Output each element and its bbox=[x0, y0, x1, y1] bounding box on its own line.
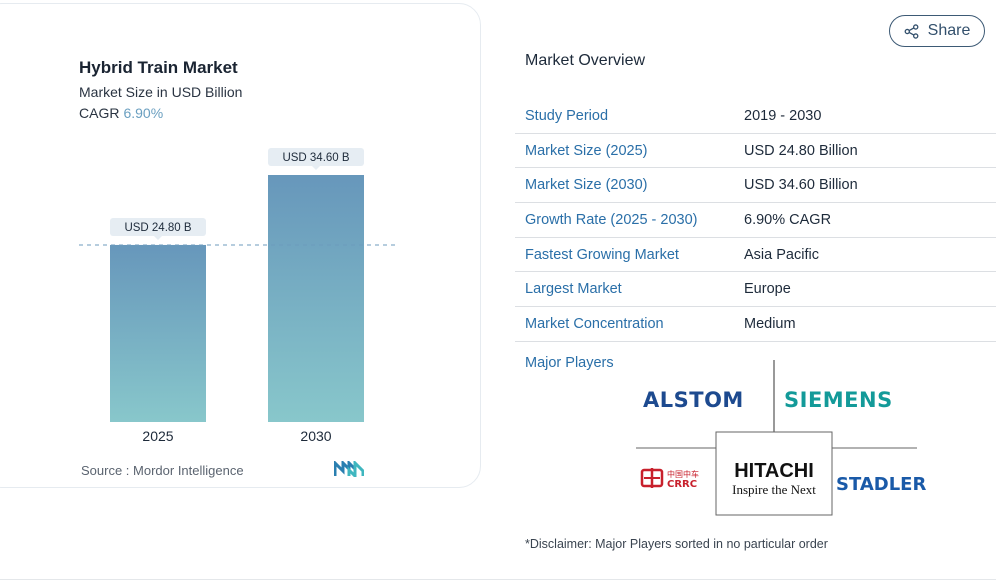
data-label-bg bbox=[268, 148, 364, 166]
overview-row: Largest Market Europe bbox=[515, 272, 996, 308]
x-tick-label: 2030 bbox=[300, 428, 331, 444]
overview-table: Study Period 2019 - 2030 Market Size (2025… bbox=[515, 99, 996, 342]
bottom-divider bbox=[0, 579, 996, 580]
overview-row-value: USD 24.80 Billion bbox=[744, 142, 858, 159]
stadler-logo: STADLER bbox=[836, 474, 926, 495]
share-icon bbox=[904, 23, 919, 39]
overview-row-value: Medium bbox=[744, 315, 796, 332]
crrc-logo: 中国中车 CRRC bbox=[640, 468, 699, 490]
siemens-logo: SIEMENS bbox=[784, 388, 893, 412]
data-label-bg bbox=[110, 217, 206, 236]
svg-text:ALSTOM: ALSTOM bbox=[643, 388, 744, 412]
bar-2025 bbox=[110, 244, 206, 422]
overview-row-value: 2019 - 2030 bbox=[744, 107, 822, 124]
overview-row-label: Fastest Growing Market bbox=[525, 246, 679, 263]
overview-row: Study Period 2019 - 2030 bbox=[515, 99, 996, 134]
overview-row-label: Largest Market bbox=[525, 281, 622, 298]
major-players-title: Major Players bbox=[525, 355, 614, 371]
overview-row-label: Study Period bbox=[525, 107, 609, 124]
overview-row: Market Size (2025) USD 24.80 Billion bbox=[515, 134, 996, 169]
bar-2030 bbox=[268, 175, 364, 422]
svg-text:SIEMENS: SIEMENS bbox=[784, 388, 893, 412]
svg-text:中国中车: 中国中车 bbox=[667, 469, 699, 479]
overview-row: Fastest Growing Market Asia Pacific bbox=[515, 238, 996, 273]
overview-row: Market Size (2030) USD 34.60 Billion bbox=[515, 168, 996, 204]
overview-title: Market Overview bbox=[525, 52, 646, 69]
cagr-value: 6.90% bbox=[123, 105, 164, 121]
share-label: Share bbox=[927, 22, 971, 39]
overview-row: Market Concentration Medium bbox=[515, 307, 996, 342]
disclaimer: *Disclaimer: Major Players sorted in no … bbox=[525, 537, 828, 551]
chart-cagr: CAGR 6.90% bbox=[79, 105, 163, 121]
chart-subtitle: Market Size in USD Billion bbox=[79, 84, 243, 100]
data-label: USD 34.60 B bbox=[282, 152, 349, 164]
data-label: USD 24.80 B bbox=[124, 222, 191, 234]
overview-row-value: 6.90% CAGR bbox=[744, 211, 832, 228]
overview-row-label: Market Size (2030) bbox=[525, 177, 648, 194]
chart-title: Hybrid Train Market bbox=[79, 58, 238, 77]
alstom-logo: ALSTOM bbox=[643, 388, 744, 412]
svg-text:CRRC: CRRC bbox=[667, 479, 697, 490]
mordor-logo-icon bbox=[334, 461, 364, 477]
svg-text:Inspire the Next: Inspire the Next bbox=[732, 482, 816, 497]
overview-row-label: Market Concentration bbox=[525, 315, 664, 332]
overview-row-value: USD 34.60 Billion bbox=[744, 177, 858, 194]
data-label-pointer bbox=[154, 235, 162, 240]
chart-source: Source : Mordor Intelligence bbox=[81, 463, 244, 478]
overview-row-label: Market Size (2025) bbox=[525, 142, 648, 159]
overview-row-value: Asia Pacific bbox=[744, 246, 819, 263]
overview-row: Growth Rate (2025 - 2030) 6.90% CAGR bbox=[515, 203, 996, 238]
x-tick-label: 2025 bbox=[142, 428, 173, 444]
svg-text:HITACHI: HITACHI bbox=[734, 460, 814, 482]
svg-text:STADLER: STADLER bbox=[836, 474, 926, 495]
overview-row-value: Europe bbox=[744, 281, 791, 298]
cagr-label: CAGR bbox=[79, 105, 120, 121]
chart-card bbox=[0, 3, 481, 488]
bar-chart: USD 24.80 B 2025 USD 34.60 B 2030 bbox=[79, 148, 398, 444]
hitachi-logo: HITACHI Inspire the Next bbox=[732, 460, 816, 497]
share-button[interactable]: Share bbox=[889, 15, 985, 47]
data-label-pointer bbox=[312, 166, 320, 170]
overview-row-label: Growth Rate (2025 - 2030) bbox=[525, 211, 698, 228]
